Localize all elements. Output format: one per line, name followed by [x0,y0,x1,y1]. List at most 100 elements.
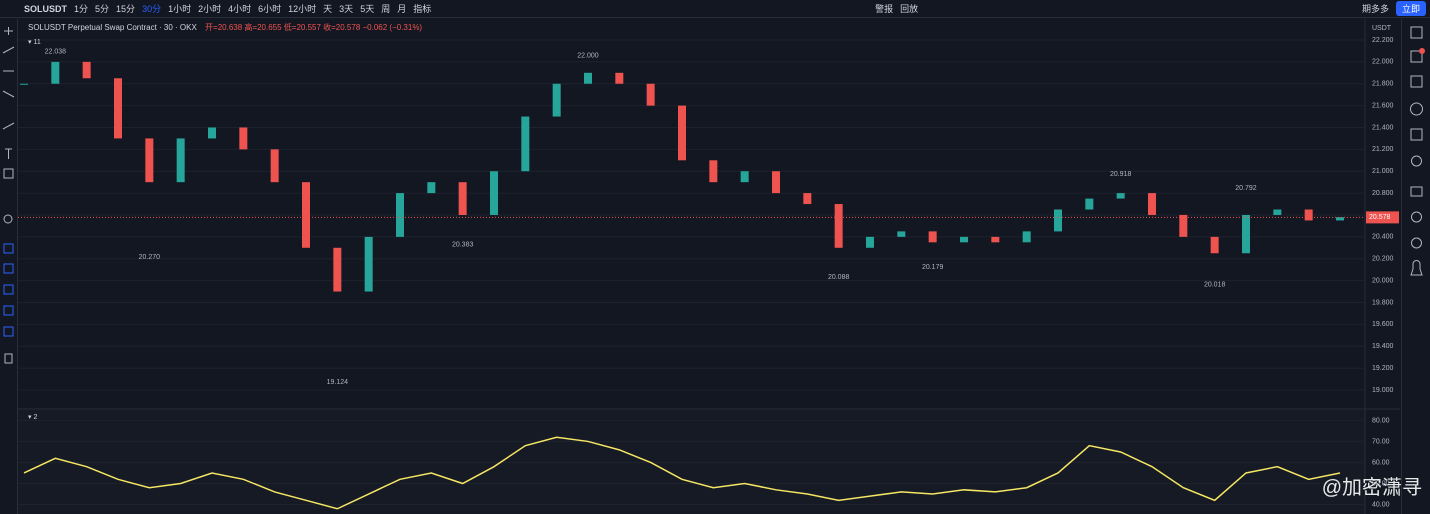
y-tick-label: 19.800 [1372,299,1394,306]
candle [364,236,373,292]
candle [1304,209,1313,221]
y-tick-label: 21.800 [1372,81,1394,88]
extreme-label: 20.383 [452,242,474,249]
extreme-label: 20.179 [922,264,944,271]
top-toolbar: SOLUSDT 1分 5分 15分 30分 1小时 2小时 4小时 6小时 12小时天 3天 5天周… [0,0,1430,18]
candle [82,61,91,79]
candle [740,171,749,183]
price-tag [1366,211,1399,224]
interval[interactable]: 1小时 [168,4,192,14]
sidebar-icons [1410,26,1425,276]
candle [427,182,436,194]
interval[interactable]: 15分 [116,4,136,14]
intervals: 1分 5分 15分 30分 1小时 2小时 4小时 6小时 12小时天 3天 5天周月 [74,2,406,15]
y-tick-label: 20.200 [1372,256,1394,263]
candle [615,72,624,84]
y-tick-label: 40.00 [1372,501,1390,508]
y-tick-label: 19.400 [1372,343,1394,350]
extreme-label: 19.124 [327,379,349,386]
y-tick-label: 19.600 [1372,321,1394,328]
pane-index: 11 [33,39,41,46]
candle [709,160,718,183]
candle [1022,231,1031,243]
y-tick-label: 20.800 [1372,190,1394,197]
account[interactable]: 期多多 [1361,4,1389,14]
currency: USDT [1372,25,1392,32]
y-tick-label: 80.00 [1372,417,1390,424]
interval[interactable]: 5分 [95,4,110,14]
pane2-label: ▾ 2 [28,414,38,421]
candle [458,182,467,215]
right-sidebar [1401,19,1430,514]
interval[interactable]: 12小时 [288,4,317,14]
candle [176,138,185,183]
interval[interactable]: 天 [323,4,333,14]
tool-icons [2,27,15,364]
candle [1336,217,1344,221]
interval[interactable]: 30分 [142,4,162,14]
interval[interactable]: 周 [381,4,391,14]
candle [772,171,780,194]
extreme-label: 20.918 [1110,171,1132,178]
y-tick-label: 21.200 [1372,146,1394,153]
y-tick-label: 19.000 [1372,387,1394,394]
candle [646,83,655,106]
indicators[interactable]: 指标 [413,4,432,14]
symbol[interactable]: SOLUSDT [24,3,68,14]
y-tick-label: 70.00 [1372,438,1390,445]
candle [20,83,28,85]
extreme-label: 20.018 [1204,281,1226,288]
candle [991,236,1000,243]
interval[interactable]: 4小时 [228,4,252,14]
left-toolbar [0,19,18,514]
candle [239,127,248,150]
watermark: @加密潇寻 [1321,477,1422,499]
candle [928,231,937,243]
extreme-label: 22.000 [577,53,599,60]
login-button[interactable]: 立即 [1395,1,1426,16]
interval[interactable]: 月 [397,4,407,14]
y-tick-label: 20.400 [1372,234,1394,241]
candle [1116,193,1125,199]
y-tick-label: 21.000 [1372,168,1394,175]
candle [678,105,686,161]
pane-label: ▾ 11 [28,39,41,46]
interval[interactable]: 3天 [339,4,354,14]
candle [396,193,404,237]
osc-line [23,436,1341,510]
legend-ohlc: 开=20.638 高=20.655 低=20.557 收=20.578 −0.0… [205,23,423,32]
alert[interactable]: 警报 [875,4,894,14]
y-tick-label: 21.400 [1372,124,1394,131]
candle [834,204,843,248]
candle [333,247,342,292]
candle [145,138,154,183]
candle [897,231,906,237]
y-tick-label: 21.600 [1372,102,1394,109]
candle [208,127,216,139]
legend: SOLUSDT Perpetual Swap Contract · 30 · O… [28,22,422,33]
y-tick-label: 22.000 [1372,59,1394,66]
interval[interactable]: 6小时 [258,4,282,14]
candle [490,171,498,215]
candle [1054,209,1062,232]
candle [114,78,122,139]
interval[interactable]: 2小时 [198,4,222,14]
candle [960,236,968,243]
candle [1085,198,1094,210]
candle [1210,236,1219,254]
candle [302,182,310,248]
interval[interactable]: 5天 [360,4,375,14]
candle [51,61,60,84]
candle [1273,209,1282,215]
extreme-label: 20.088 [828,274,850,281]
candle [1148,193,1156,215]
interval[interactable]: 1分 [74,4,89,14]
candle [866,236,874,248]
candle [584,72,592,84]
y-tick-label: 19.200 [1372,365,1394,372]
candle [803,193,812,205]
candle [1179,214,1188,237]
replay[interactable]: 回放 [900,4,919,14]
